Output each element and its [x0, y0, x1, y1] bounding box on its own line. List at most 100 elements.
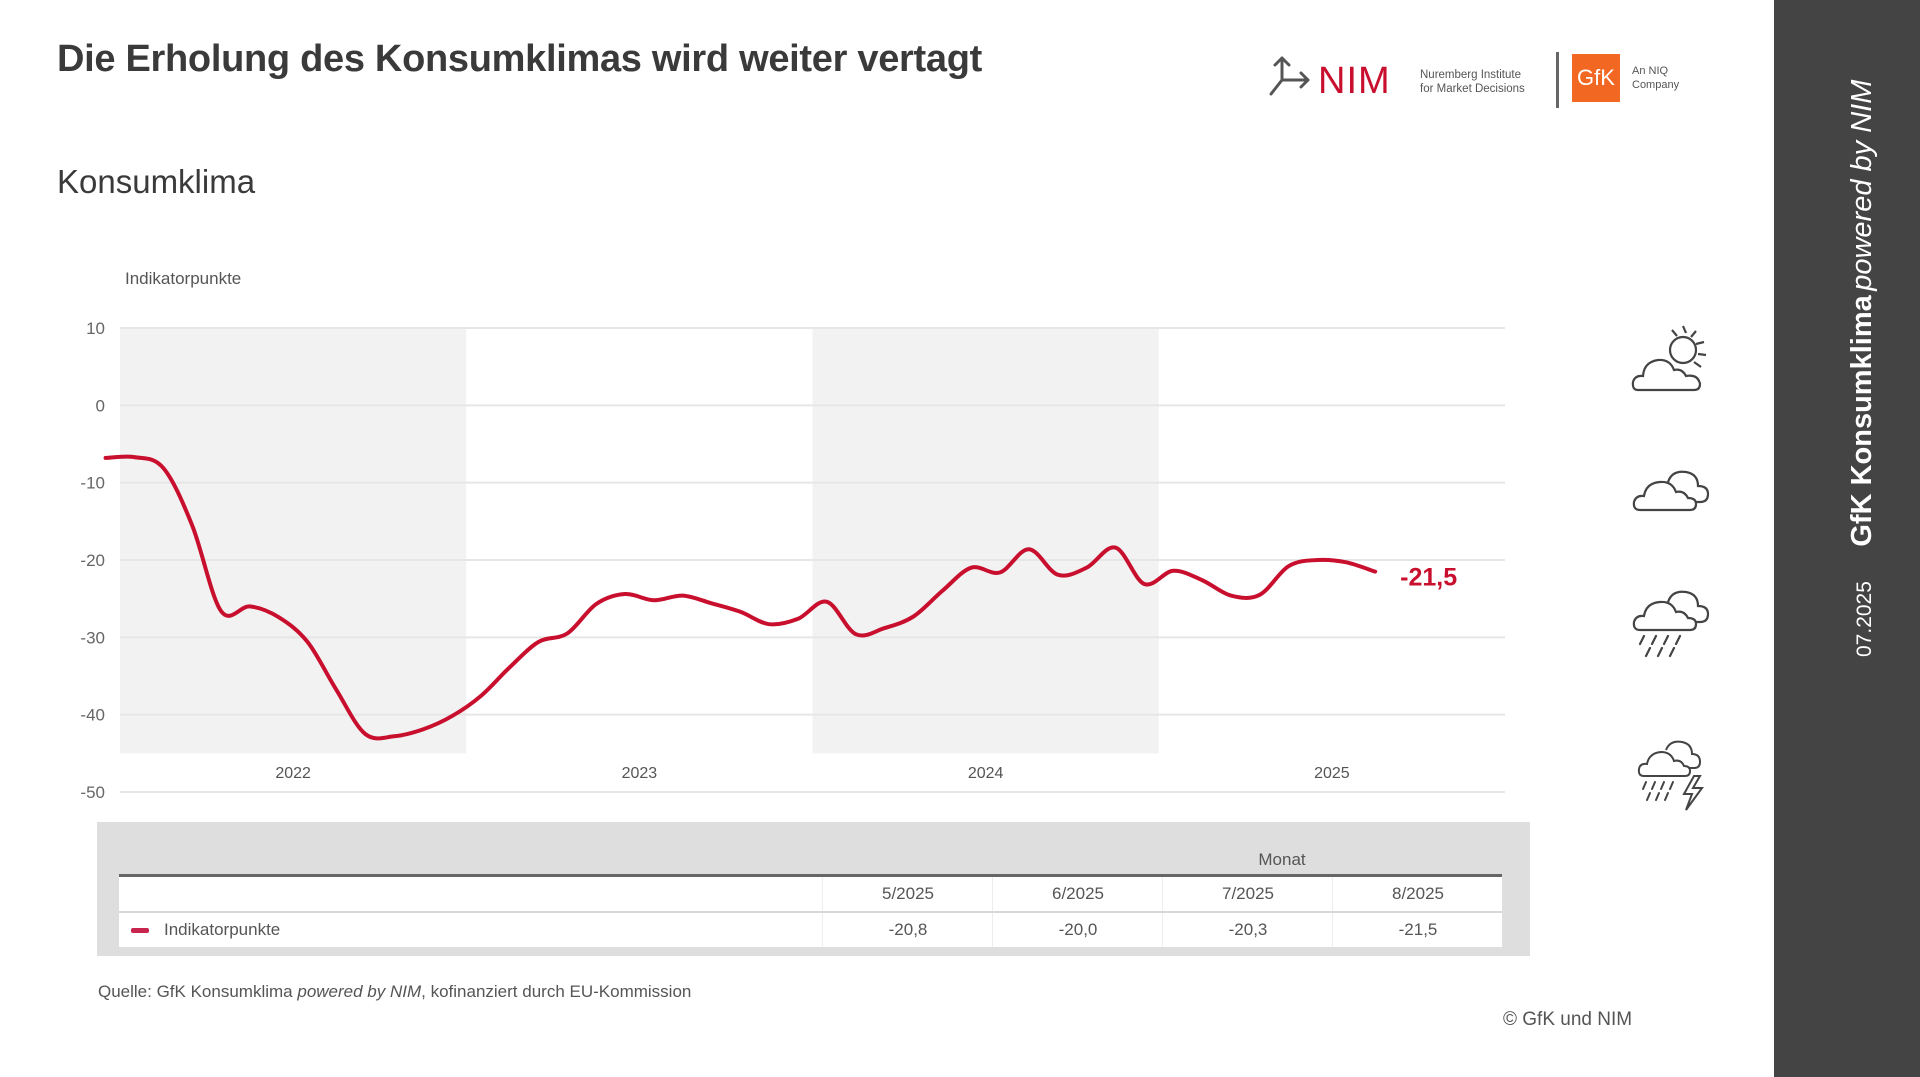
nim-subtitle-line2: for Market Decisions — [1420, 83, 1525, 95]
source-prefix: Quelle: GfK Konsumklima — [98, 982, 298, 1001]
sidebar-caption: 07.2025 GfK Konsumklima powered by NIM — [1846, 80, 1879, 657]
data-point-4-2024 — [911, 614, 915, 618]
series-line-indikatorpunkte — [103, 454, 1378, 741]
data-point-4-2023 — [565, 631, 569, 635]
y-tick-label: -10 — [80, 474, 105, 493]
data-point-8-2025 — [1373, 570, 1377, 574]
data-point-10-2023 — [738, 610, 742, 614]
table-col-header: 8/2025 — [1332, 877, 1503, 911]
data-point-8-2022 — [334, 688, 338, 692]
data-point-3-2023 — [536, 640, 540, 644]
sidebar-date: 07.2025 — [1853, 581, 1876, 657]
data-point-12-2022 — [450, 714, 454, 718]
chart-subtitle: Konsumklima — [57, 163, 256, 200]
x-year-label: 2025 — [1314, 765, 1350, 782]
y-tick-label: 10 — [86, 319, 105, 338]
x-year-label: 2022 — [275, 765, 311, 782]
sidebar-powered: powered by NIM — [1846, 79, 1878, 291]
nim-logo-text: NIM — [1318, 60, 1391, 102]
source-suffix: , kofinanziert durch EU-Kommission — [421, 982, 692, 1001]
data-point-3-2022 — [190, 523, 194, 527]
table-body: 5/2025 6/2025 7/2025 8/2025 Indikatorpun… — [119, 874, 1502, 947]
table-col-header: 6/2025 — [992, 877, 1163, 911]
gfk-logo: GfK — [1572, 54, 1620, 102]
data-point-5-2023 — [594, 602, 598, 606]
table-col-header: 7/2025 — [1162, 877, 1333, 911]
data-point-6-2025 — [1315, 558, 1319, 562]
data-point-2-2024 — [854, 632, 858, 636]
logo-bar: NIM Nuremberg Institute for Market Decis… — [1268, 48, 1698, 112]
data-point-8-2023 — [681, 594, 685, 598]
data-point-5-2022 — [248, 604, 252, 608]
y-tick-label: 0 — [96, 396, 105, 415]
data-point-11-2022 — [421, 727, 425, 731]
year-band-2022 — [120, 328, 467, 754]
sidebar-brand: GfK Konsumklima — [1846, 295, 1878, 547]
data-point-12-2021 — [104, 456, 108, 460]
y-tick-label: -40 — [80, 706, 105, 725]
clouds-icon — [1632, 470, 1710, 512]
table-row: Indikatorpunkte -20,8 -20,0 -20,3 -21,5 — [119, 913, 1502, 947]
data-point-12-2024 — [1142, 582, 1146, 586]
page-title: Die Erholung des Konsumklimas wird weite… — [57, 38, 982, 80]
nim-logo-subtitle: Nuremberg Institute for Market Decisions — [1420, 68, 1525, 96]
data-point-9-2022 — [363, 732, 367, 736]
table-header-monat: Monat — [1258, 850, 1306, 869]
table-cell: -20,3 — [1162, 913, 1333, 947]
data-point-3-2025 — [1229, 594, 1233, 598]
sidebar-band — [1774, 0, 1920, 1077]
table-cell: -20,0 — [992, 913, 1163, 947]
data-point-7-2022 — [306, 640, 310, 644]
nim-subtitle-line1: Nuremberg Institute — [1420, 69, 1521, 81]
sun-behind-cloud-icon — [1631, 325, 1707, 392]
data-point-1-2022 — [132, 455, 136, 459]
data-point-8-2024 — [1027, 547, 1031, 551]
data-point-6-2023 — [623, 592, 627, 596]
y-tick-label: -50 — [80, 783, 105, 802]
table-cell: -20,8 — [822, 913, 993, 947]
data-point-3-2024 — [883, 626, 887, 630]
data-point-11-2024 — [1113, 546, 1117, 550]
data-point-2-2025 — [1200, 578, 1204, 582]
data-point-2-2022 — [161, 466, 165, 470]
data-point-4-2025 — [1258, 593, 1262, 597]
data-point-10-2024 — [1085, 566, 1089, 570]
data-point-9-2024 — [1056, 573, 1060, 577]
x-year-label: 2023 — [622, 765, 658, 782]
data-point-6-2024 — [969, 566, 973, 570]
data-point-1-2024 — [825, 600, 829, 604]
x-year-label: 2024 — [968, 765, 1004, 782]
data-point-1-2023 — [479, 694, 483, 698]
copyright: © GfK und NIM — [1503, 1009, 1633, 1030]
table-cell: -21,5 — [1332, 913, 1503, 947]
table-header-row: 5/2025 6/2025 7/2025 8/2025 — [119, 877, 1502, 913]
table-col-header: 5/2025 — [822, 877, 993, 911]
year-band-2024 — [812, 328, 1159, 754]
y-tick-label: -20 — [80, 551, 105, 570]
data-point-1-2025 — [1171, 569, 1175, 573]
rain-cloud-icon — [1632, 590, 1710, 658]
data-point-5-2025 — [1287, 564, 1291, 568]
data-point-4-2022 — [219, 609, 223, 613]
logo-divider — [1556, 52, 1559, 108]
gfk-subtitle-line2: Company — [1632, 79, 1680, 91]
data-point-2-2023 — [508, 665, 512, 669]
data-point-6-2022 — [277, 615, 281, 619]
data-point-7-2023 — [652, 598, 656, 602]
data-point-9-2023 — [710, 601, 714, 605]
nim-arrow-icon — [1269, 56, 1310, 96]
legend-swatch — [131, 928, 149, 933]
y-axis-label: Indikatorpunkte — [125, 269, 241, 288]
table-row-label: Indikatorpunkte — [164, 920, 281, 939]
gfk-logo-subtitle: An NIQ Company — [1632, 64, 1679, 92]
source-italic: powered by NIM — [297, 982, 422, 1001]
end-value-label: -21,5 — [1400, 564, 1457, 592]
data-point-5-2024 — [940, 589, 944, 593]
thunderstorm-icon — [1637, 740, 1704, 811]
source-note: Quelle: GfK Konsumklima powered by NIM, … — [98, 982, 691, 1002]
data-table: Monat 5/2025 6/2025 7/2025 8/2025 Indika… — [97, 822, 1530, 956]
gfk-subtitle-line1: An NIQ — [1632, 65, 1669, 77]
data-point-7-2024 — [998, 570, 1002, 574]
data-point-12-2023 — [796, 617, 800, 621]
data-point-10-2022 — [392, 734, 396, 738]
